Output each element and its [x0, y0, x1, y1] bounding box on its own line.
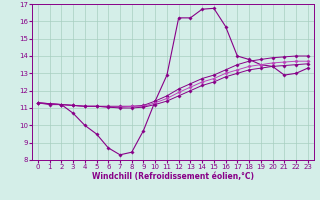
X-axis label: Windchill (Refroidissement éolien,°C): Windchill (Refroidissement éolien,°C)	[92, 172, 254, 181]
